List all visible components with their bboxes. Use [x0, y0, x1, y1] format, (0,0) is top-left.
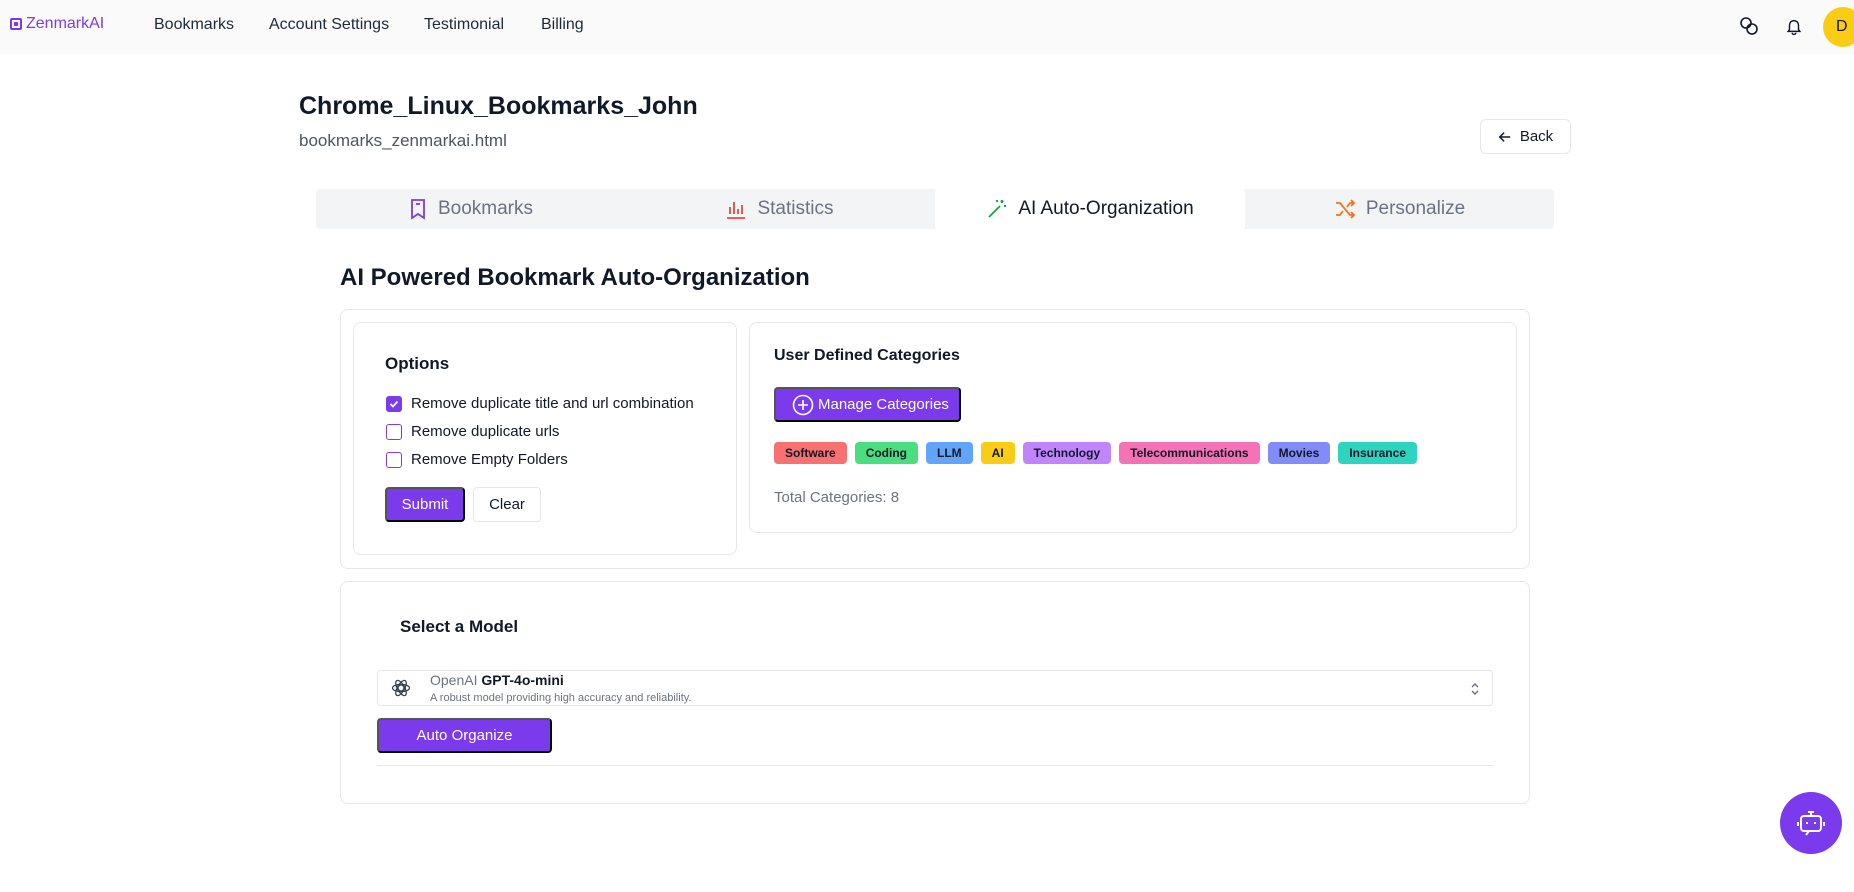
- brand-logo-icon: [10, 18, 22, 30]
- option-remove-duplicate-title-url[interactable]: Remove duplicate title and url combinati…: [386, 395, 694, 412]
- arrow-left-icon: [1498, 131, 1511, 142]
- option-label: Remove Empty Folders: [411, 451, 568, 468]
- categories-panel: [749, 322, 1517, 533]
- page-title: Chrome_Linux_Bookmarks_John: [299, 92, 698, 120]
- user-avatar[interactable]: D: [1823, 7, 1854, 47]
- clear-button[interactable]: Clear: [473, 487, 541, 522]
- shuffle-icon: [1335, 199, 1356, 219]
- category-chip-coding: Coding: [854, 442, 919, 464]
- category-chip-llm: LLM: [926, 442, 973, 464]
- checkbox-checked[interactable]: [386, 395, 402, 412]
- tab-label: Bookmarks: [437, 198, 534, 219]
- manage-categories-button[interactable]: Manage Categories: [774, 387, 961, 422]
- category-chip-ai: AI: [980, 442, 1015, 464]
- bar-chart-icon: [727, 202, 746, 219]
- category-chip-software: Software: [774, 442, 847, 464]
- option-label: Remove duplicate title and url combinati…: [411, 395, 694, 412]
- tab-label: Statistics: [757, 198, 834, 219]
- submit-button[interactable]: Submit: [385, 487, 465, 522]
- options-title: Options: [385, 354, 450, 373]
- checkbox[interactable]: [386, 423, 402, 440]
- brand-logo-link[interactable]: ZenmarkAI: [10, 15, 104, 33]
- tab-bookmarks[interactable]: Bookmarks: [316, 189, 625, 229]
- nav-link-bookmarks[interactable]: Bookmarks: [154, 16, 235, 33]
- model-provider: OpenAI: [430, 672, 478, 688]
- chevron-up-down-icon: [1470, 682, 1480, 701]
- model-name: GPT-4o-mini: [481, 672, 564, 688]
- nav-link-account-settings[interactable]: Account Settings: [269, 16, 390, 33]
- option-remove-duplicate-urls[interactable]: Remove duplicate urls: [386, 423, 559, 440]
- checkbox[interactable]: [386, 451, 402, 468]
- back-button[interactable]: Back: [1480, 119, 1571, 154]
- divider: [377, 765, 1493, 766]
- language-icon[interactable]: [1737, 14, 1761, 38]
- category-chip-insurance: Insurance: [1338, 442, 1417, 464]
- back-button-label: Back: [1519, 128, 1554, 145]
- tab-bar: Bookmarks Statistics AI Auto-Organizatio…: [316, 189, 1554, 229]
- model-select[interactable]: OpenAI GPT-4o-mini A robust model provid…: [377, 670, 1493, 706]
- category-chip-technology: Technology: [1022, 442, 1112, 464]
- option-label: Remove duplicate urls: [411, 423, 560, 440]
- plus-circle-icon: [792, 394, 814, 415]
- magic-wand-icon: [988, 200, 1007, 218]
- check-icon: [389, 400, 399, 408]
- option-remove-empty-folders[interactable]: Remove Empty Folders: [386, 451, 568, 468]
- brand-name: ZenmarkAI: [26, 15, 105, 32]
- bell-icon[interactable]: [1782, 14, 1806, 38]
- nav-link-testimonial[interactable]: Testimonial: [424, 16, 505, 33]
- total-categories: Total Categories: 8: [774, 489, 900, 506]
- tab-ai-auto-organization[interactable]: AI Auto-Organization: [935, 189, 1245, 229]
- robot-icon: [1797, 811, 1825, 836]
- categories-title: User Defined Categories: [774, 347, 960, 364]
- tab-personalize[interactable]: Personalize: [1245, 189, 1554, 229]
- model-section-title: Select a Model: [400, 617, 519, 636]
- manage-categories-label: Manage Categories: [818, 396, 949, 413]
- page-subtitle: bookmarks_zenmarkai.html: [299, 131, 507, 150]
- model-selected-value: OpenAI GPT-4o-mini: [430, 672, 564, 688]
- top-navbar: ZenmarkAI Bookmarks Account Settings Tes…: [0, 0, 1854, 54]
- section-title: AI Powered Bookmark Auto-Organization: [340, 264, 810, 291]
- auto-organize-button[interactable]: Auto Organize: [377, 718, 552, 753]
- nav-link-billing[interactable]: Billing: [541, 16, 584, 33]
- tab-statistics[interactable]: Statistics: [625, 189, 934, 229]
- category-chip-movies: Movies: [1267, 442, 1331, 464]
- category-chip-list: Software Coding LLM AI Technology Teleco…: [774, 442, 1417, 464]
- bookmark-icon: [411, 199, 425, 220]
- category-chip-telecommunications: Telecommunications: [1119, 442, 1260, 464]
- openai-logo-icon: [390, 677, 412, 704]
- tab-label: Personalize: [1365, 198, 1466, 219]
- model-description: A robust model providing high accuracy a…: [430, 692, 692, 704]
- chat-assistant-button[interactable]: [1780, 792, 1842, 854]
- tab-label: AI Auto-Organization: [1018, 198, 1194, 219]
